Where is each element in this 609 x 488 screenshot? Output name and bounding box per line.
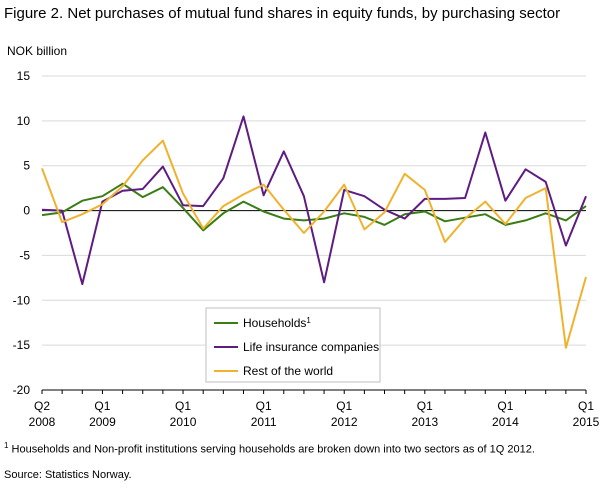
x-tick-label: 2013: [411, 415, 438, 429]
y-tick-label: -10: [13, 293, 31, 307]
legend-label: Rest of the world: [243, 364, 333, 378]
y-tick-label: 10: [17, 114, 31, 128]
y-axis-label: NOK billion: [7, 44, 67, 58]
x-tick-label: 2014: [492, 415, 519, 429]
x-tick-label: Q1: [497, 399, 513, 413]
legend-label: Households1: [243, 316, 311, 331]
y-tick-label: -15: [13, 338, 31, 352]
x-tick-label: Q1: [578, 399, 594, 413]
chart-title: Figure 2. Net purchases of mutual fund s…: [4, 5, 561, 22]
footnote-text: Households and Non-profit institutions s…: [8, 443, 535, 456]
y-tick-label: -5: [19, 248, 30, 262]
x-tick-label: 2011: [251, 415, 277, 429]
x-tick-label: Q2: [34, 399, 50, 413]
x-tick-label: Q1: [175, 399, 191, 413]
x-tick-label: Q1: [336, 399, 352, 413]
legend-box: [205, 307, 381, 383]
series-line: [41, 115, 587, 286]
x-tick-label: Q1: [94, 399, 110, 413]
x-tick-label: Q1: [256, 399, 272, 413]
legend-label: Life insurance companies: [243, 340, 379, 354]
x-tick-label: 2015: [573, 415, 600, 429]
footnote-marker: 1: [4, 441, 9, 450]
legend-superscript: 1: [306, 316, 311, 325]
y-tick-label: 5: [23, 159, 30, 173]
x-tick-label: 2010: [170, 415, 197, 429]
source-note: Source: Statistics Norway.: [4, 469, 132, 481]
series-line: [41, 139, 587, 349]
footnote: 1 Households and Non-profit institutions…: [4, 439, 604, 457]
x-tick-label: 2009: [89, 415, 116, 429]
x-tick-label: 2008: [29, 415, 56, 429]
x-tick-label: 2012: [331, 415, 358, 429]
x-tick-label: Q1: [417, 399, 433, 413]
y-tick-label: 0: [23, 204, 30, 218]
y-tick-label: -20: [13, 383, 31, 397]
y-tick-label: 15: [17, 69, 31, 83]
